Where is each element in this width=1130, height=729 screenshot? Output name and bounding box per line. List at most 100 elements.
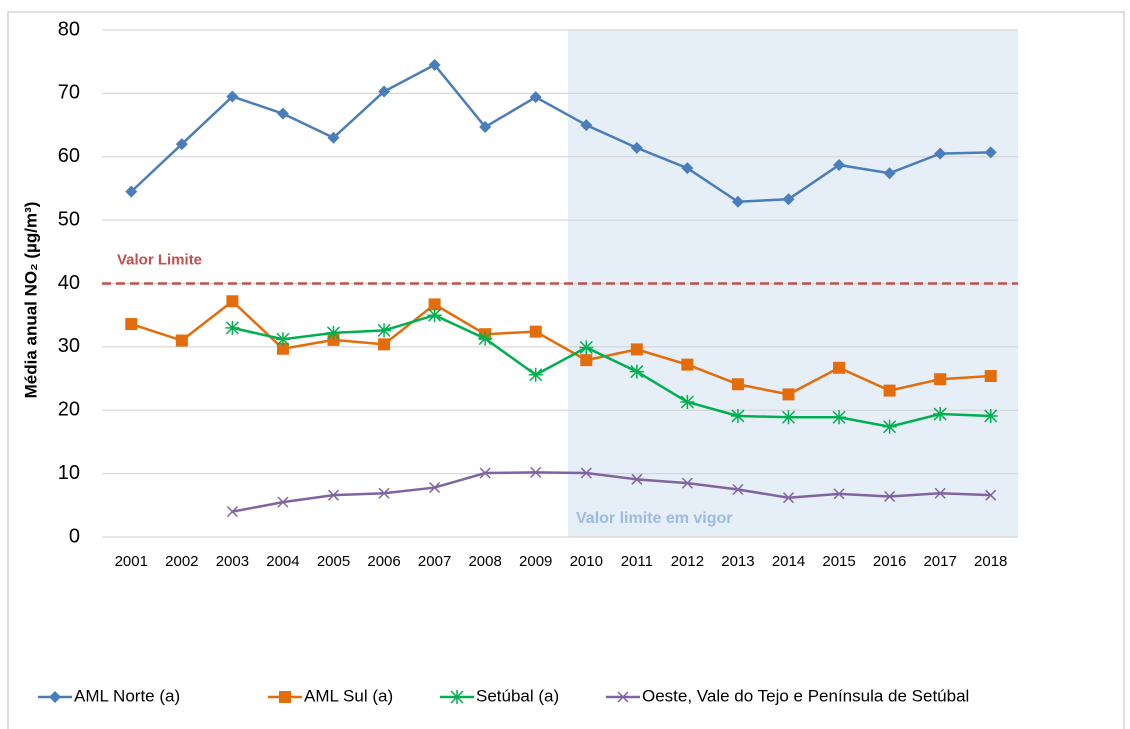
point [883, 384, 896, 397]
point [681, 477, 693, 489]
marker-shape [528, 367, 543, 382]
point [326, 325, 341, 340]
point [984, 146, 997, 159]
point [579, 340, 594, 355]
point [276, 107, 289, 120]
marker-shape [450, 690, 464, 704]
marker-shape [617, 691, 629, 703]
marker-shape [630, 141, 643, 154]
legend-item: AML Norte (a) [38, 686, 180, 705]
marker-shape [782, 388, 795, 401]
point [479, 120, 492, 133]
marker-shape [680, 395, 695, 410]
point [479, 467, 491, 479]
point [631, 473, 643, 485]
point [378, 487, 390, 499]
point [731, 378, 744, 391]
point [833, 488, 845, 500]
marker-shape [580, 119, 593, 132]
point [629, 364, 644, 379]
point [125, 318, 138, 331]
marker-shape [275, 332, 290, 347]
marker-shape [529, 325, 542, 338]
marker-shape [781, 410, 796, 425]
x-tick-label: 2018 [974, 553, 1007, 570]
point [832, 410, 847, 425]
marker-shape [882, 419, 897, 434]
marker-shape [985, 489, 997, 501]
marker-shape [175, 334, 188, 347]
point [226, 90, 239, 103]
series-line [130, 63, 991, 204]
marker-shape [226, 295, 239, 308]
reference-label: Valor Limite [117, 251, 202, 268]
marker-shape [226, 506, 238, 518]
point [984, 370, 997, 383]
point [428, 58, 441, 71]
y-tick-label: 10 [58, 462, 80, 484]
point [580, 467, 592, 479]
point [279, 691, 291, 703]
y-tick-label: 70 [58, 82, 80, 104]
marker-shape [429, 482, 441, 494]
point [882, 419, 897, 434]
x-tick-label: 2007 [418, 553, 451, 570]
marker-shape [681, 162, 694, 175]
marker-shape [629, 364, 644, 379]
marker-shape [983, 408, 998, 423]
x-tick-label: 2014 [772, 553, 805, 570]
marker-shape [225, 320, 240, 335]
point [782, 193, 795, 206]
legend-item: Oeste, Vale do Tejo e Península de Setúb… [606, 686, 969, 705]
marker-shape [782, 492, 795, 504]
y-tick-label: 60 [58, 145, 80, 167]
point [782, 388, 795, 401]
marker-shape [730, 408, 745, 423]
point [125, 185, 138, 198]
x-tick-label: 2006 [367, 553, 400, 570]
marker-shape [428, 298, 441, 311]
series-line [130, 299, 991, 396]
y-tick-label: 40 [58, 272, 80, 294]
marker-shape [529, 91, 542, 104]
marker-shape [681, 477, 693, 489]
marker-shape [226, 90, 239, 103]
y-tick-label: 30 [58, 335, 80, 357]
marker-shape [579, 340, 594, 355]
marker-shape [731, 378, 744, 391]
y-tick-label: 80 [58, 18, 80, 40]
legend-label: AML Sul (a) [304, 686, 393, 705]
point [934, 373, 947, 386]
point [782, 492, 795, 504]
point [883, 167, 896, 180]
point [530, 466, 542, 478]
point [226, 295, 239, 308]
point [175, 138, 188, 151]
series-line [232, 313, 991, 429]
point [630, 343, 643, 356]
marker-shape [934, 147, 947, 160]
marker-shape [580, 354, 593, 367]
point [528, 367, 543, 382]
x-tick-label: 2005 [317, 553, 350, 570]
point [225, 320, 240, 335]
point [833, 158, 846, 171]
legend-label: AML Norte (a) [74, 686, 180, 705]
marker-shape [378, 487, 390, 499]
marker-shape [731, 195, 744, 208]
point [428, 298, 441, 311]
x-tick-label: 2017 [923, 553, 956, 570]
marker-shape [934, 373, 947, 386]
legend-label: Oeste, Vale do Tejo e Península de Setúb… [642, 686, 969, 705]
y-axis-label: Média anual NO₂ (µg/m³) [21, 202, 40, 399]
y-tick-label: 0 [69, 525, 80, 547]
point [934, 487, 946, 499]
point [781, 410, 796, 425]
point [580, 119, 593, 132]
point [680, 395, 695, 410]
marker-shape [276, 107, 289, 120]
x-tick-label: 2002 [165, 553, 198, 570]
point [377, 323, 392, 338]
marker-shape [833, 158, 846, 171]
